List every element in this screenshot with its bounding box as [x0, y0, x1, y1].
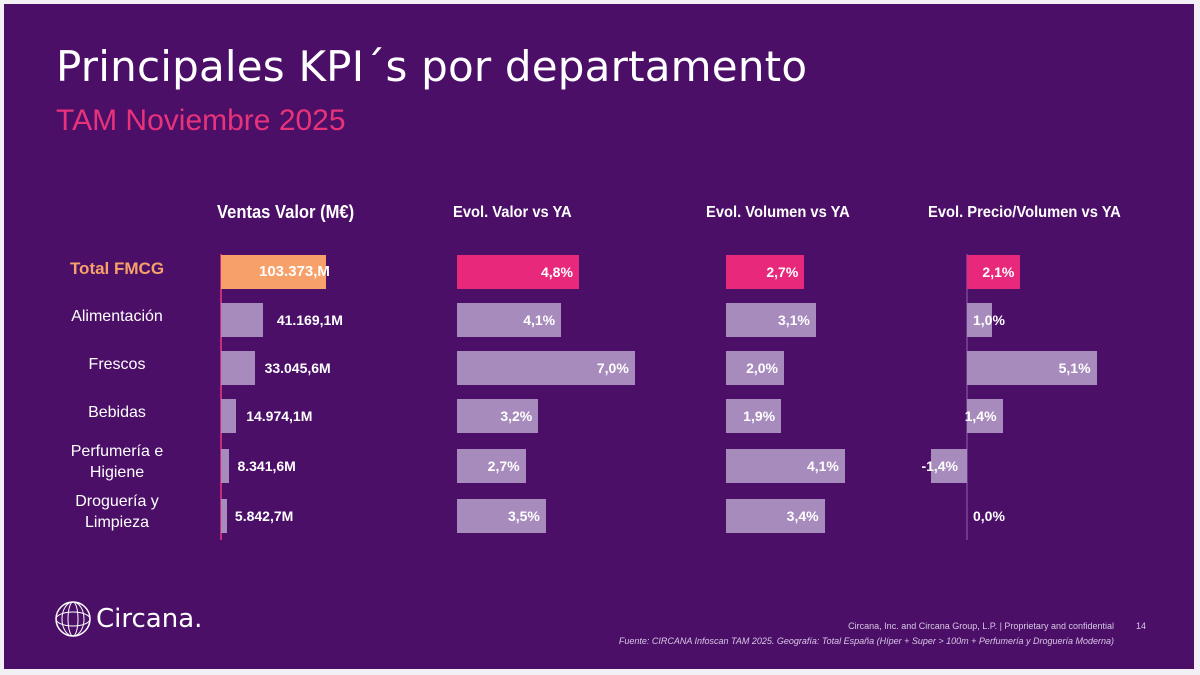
- bar-0-1: [221, 303, 263, 337]
- bar-1-0: [457, 255, 579, 289]
- header-evol-volumen: Evol. Volumen vs YA: [706, 204, 850, 221]
- data-label: 1,4%: [964, 408, 997, 424]
- bar-1-4: [457, 449, 526, 483]
- page-title: Principales KPI´s por departamento: [56, 42, 808, 91]
- data-label: 2,1%: [982, 264, 1015, 280]
- row-label: Perfumería e Higiene: [44, 441, 190, 483]
- circana-logo: Circana.: [54, 600, 202, 638]
- row-label-line: Droguería y: [75, 493, 159, 510]
- row-label: Alimentación: [44, 306, 190, 327]
- row-label: Frescos: [44, 354, 190, 375]
- page-subtitle: TAM Noviembre 2025: [56, 104, 346, 137]
- data-label: 3,1%: [777, 312, 810, 328]
- bar-0-3: [221, 399, 237, 433]
- data-label: 8.341,6M: [237, 458, 296, 474]
- row-label-line: Bebidas: [88, 403, 146, 421]
- circana-logo-icon: [55, 601, 91, 637]
- data-label: 14.974,1M: [246, 408, 313, 424]
- data-label: 33.045,6M: [264, 360, 331, 376]
- page-number: 14: [1136, 621, 1147, 631]
- footer-company: Circana, Inc. and Circana Group, L.P. | …: [848, 621, 1114, 631]
- data-label: 4,1%: [523, 312, 556, 328]
- bar-2-2: [726, 351, 784, 385]
- data-label: 2,7%: [487, 458, 520, 474]
- bar-2-3: [726, 399, 782, 433]
- bar-3-1: [967, 303, 993, 337]
- bar-0-5: [221, 499, 227, 533]
- data-label: 1,9%: [743, 408, 776, 424]
- bar-0-2: [221, 351, 255, 385]
- data-label: 4,1%: [806, 458, 839, 474]
- data-label: 5.842,7M: [234, 508, 294, 524]
- data-label: 4,8%: [540, 264, 573, 280]
- row-label: Bebidas: [44, 402, 190, 423]
- bar-3-2: [967, 351, 1097, 385]
- data-label: 2,0%: [746, 360, 778, 376]
- data-label: 3,4%: [786, 508, 819, 524]
- data-label: 7,0%: [596, 360, 629, 376]
- data-label: 103.373,M: [259, 263, 330, 280]
- bar-2-5: [726, 499, 825, 533]
- bar-2-0: [726, 255, 805, 289]
- row-label-line: Frescos: [88, 355, 146, 373]
- footer-source: Fuente: CIRCANA Infoscan TAM 2025. Geogr…: [618, 636, 1114, 646]
- bar-1-2: [457, 351, 635, 385]
- data-label: 1,0%: [973, 312, 1005, 328]
- bar-1-1: [457, 303, 562, 337]
- row-label-line: Alimentación: [71, 307, 163, 325]
- axis-line-ventas: [220, 254, 222, 540]
- row-label-line: Perfumería e: [70, 443, 164, 460]
- data-label: 5,1%: [1058, 360, 1091, 376]
- row-label-line: Total FMCG: [69, 258, 165, 278]
- bar-1-3: [457, 399, 539, 433]
- slide: Principales KPI´s por departamento TAM N…: [4, 4, 1194, 669]
- row-label: Total FMCG: [44, 258, 190, 279]
- row-label: Droguería y Limpieza: [44, 491, 190, 533]
- bar-2-4: [726, 449, 845, 483]
- data-label: 3,2%: [500, 408, 533, 424]
- data-label: -1,4%: [921, 458, 959, 474]
- bar-1-5: [457, 499, 546, 533]
- header-evol-precio: Evol. Precio/Volumen vs YA: [928, 204, 1121, 221]
- data-label: 0,0%: [973, 508, 1005, 524]
- row-label-line: Limpieza: [84, 514, 150, 531]
- data-label: 3,5%: [507, 508, 540, 524]
- row-label-line: Higiene: [89, 464, 145, 481]
- logo-text: Circana.: [96, 604, 203, 634]
- data-label: 41.169,1M: [276, 312, 343, 328]
- data-label: 2,7%: [766, 264, 799, 280]
- axis-line-precio: [966, 254, 968, 540]
- header-evol-valor: Evol. Valor vs YA: [453, 204, 572, 221]
- bar-2-1: [726, 303, 816, 337]
- bar-3-3: [967, 399, 1003, 433]
- bar-0-4: [221, 449, 230, 483]
- bar-3-4: [931, 449, 967, 483]
- bar-3-0: [967, 255, 1021, 289]
- bar-0-0: [221, 255, 326, 289]
- header-ventas: Ventas Valor (M€): [217, 202, 355, 222]
